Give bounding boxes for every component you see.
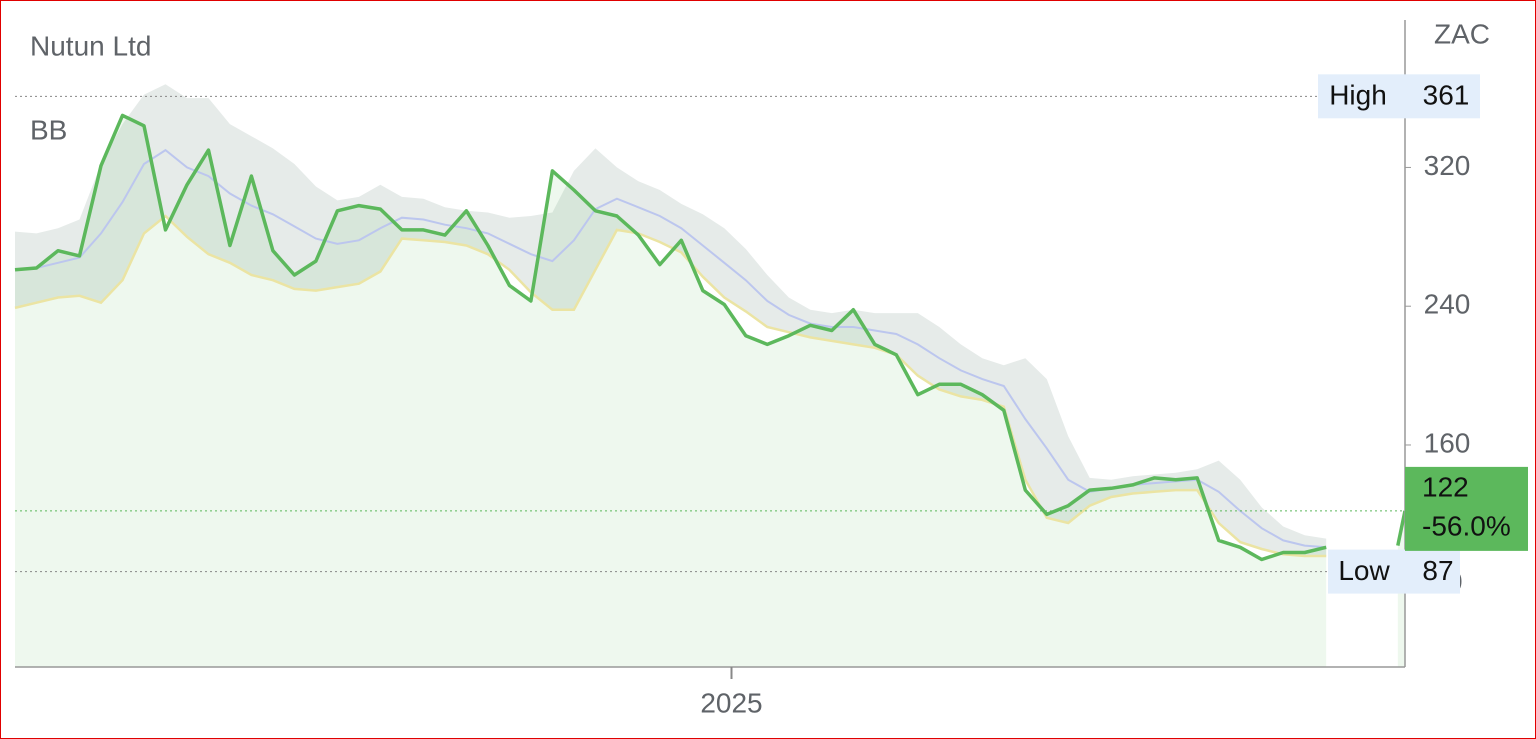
y-tick-label: 320 [1424,150,1471,181]
x-tick-label: 2025 [700,687,762,718]
last-box [1405,466,1528,551]
band-lower-line [14,214,1327,558]
chart-title: Nutun Ltd [30,30,151,61]
y-tick-label: 240 [1424,289,1471,320]
price-line [14,113,1407,562]
band-area [15,84,1327,556]
y-tick-label: 160 [1424,427,1471,458]
high-value: 361 [1423,80,1470,111]
low-label: Low [1338,555,1390,586]
price-area [15,115,1327,667]
low-box [1328,549,1460,594]
high-box [1318,74,1480,119]
plot-area [14,84,1407,667]
high-label: High [1329,80,1387,111]
indicator-label: BB [30,114,67,145]
last-change: -56.0% [1422,510,1511,541]
low-value: 87 [1422,555,1453,586]
currency-label: ZAC [1434,18,1490,49]
last-value: 122 [1422,471,1469,502]
